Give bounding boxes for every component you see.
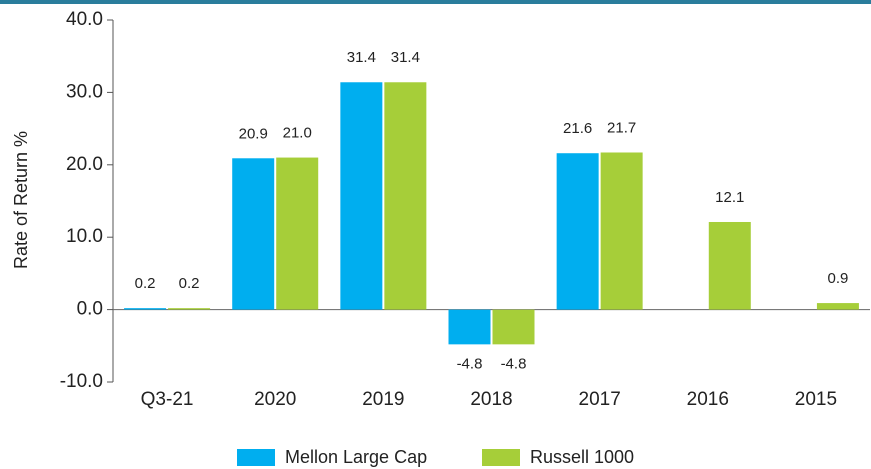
x-tick-label: 2017 — [579, 389, 621, 410]
x-tick-label: Q3-21 — [141, 389, 194, 410]
y-tick-label: 0.0 — [77, 299, 103, 320]
x-tick-label: 2016 — [687, 389, 729, 410]
y-tick-label: 20.0 — [66, 154, 103, 175]
bar — [276, 157, 319, 310]
legend-swatch — [237, 449, 275, 466]
x-tick-label: 2015 — [795, 389, 837, 410]
value-label: 0.2 — [179, 275, 200, 292]
bar — [340, 82, 383, 310]
bar — [384, 82, 427, 310]
bar — [124, 308, 167, 310]
value-label: 21.6 — [563, 120, 592, 137]
value-label: 12.1 — [715, 189, 744, 206]
bar — [600, 152, 643, 310]
value-label: 31.4 — [391, 49, 420, 66]
value-label: 21.7 — [607, 119, 636, 136]
value-label: 0.2 — [135, 275, 156, 292]
x-tick-label: 2020 — [254, 389, 296, 410]
y-tick-label: 30.0 — [66, 81, 103, 102]
y-tick-label: 40.0 — [66, 9, 103, 30]
value-label: 20.9 — [239, 125, 268, 142]
bar — [556, 153, 599, 310]
legend-label: Mellon Large Cap — [285, 447, 427, 467]
bar — [448, 309, 491, 345]
y-axis-label: Rate of Return % — [11, 131, 31, 269]
legend-label: Russell 1000 — [530, 447, 634, 467]
bar — [492, 309, 535, 345]
value-label: 0.9 — [827, 270, 848, 287]
y-tick-label: -10.0 — [60, 371, 103, 392]
y-tick-label: 10.0 — [66, 226, 103, 247]
value-label: -4.8 — [457, 355, 483, 372]
value-label: 21.0 — [283, 125, 312, 142]
x-tick-label: 2018 — [470, 389, 512, 410]
bar — [708, 221, 751, 310]
value-label: 31.4 — [347, 49, 376, 66]
bar — [168, 308, 211, 310]
value-label: -4.8 — [501, 355, 527, 372]
legend-swatch — [482, 449, 520, 466]
x-tick-label: 2019 — [362, 389, 404, 410]
bar — [816, 303, 859, 310]
bar — [232, 158, 275, 310]
